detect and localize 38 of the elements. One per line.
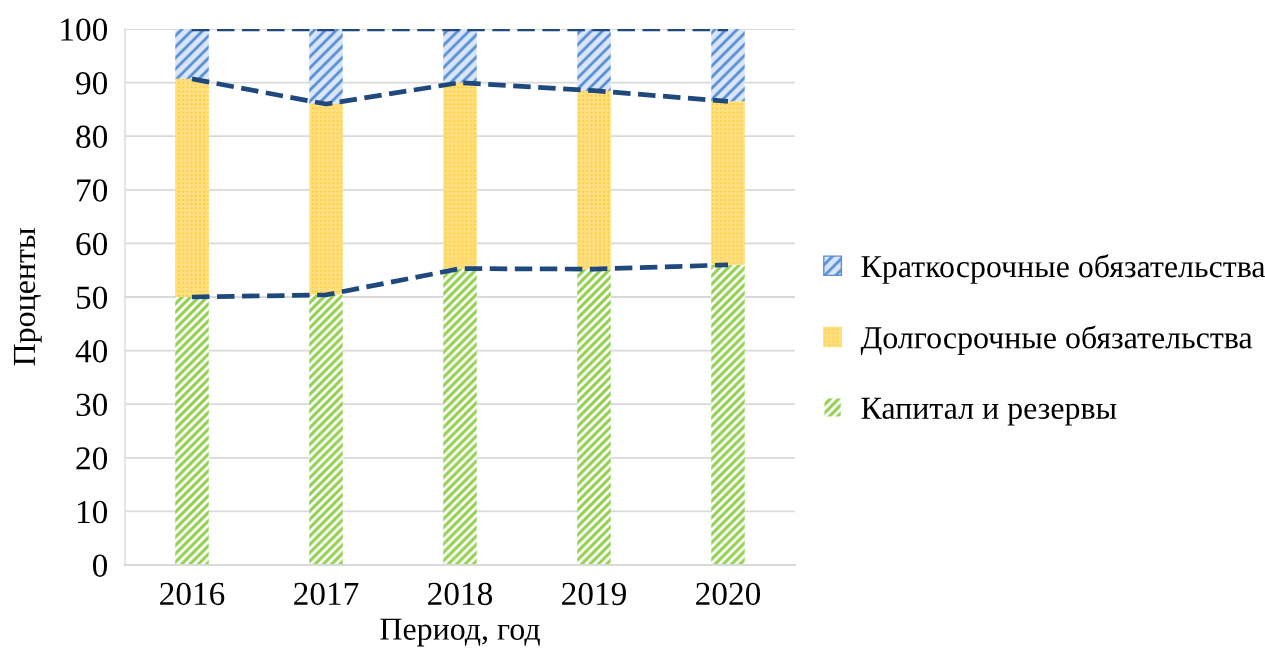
y-tick-label: 50 <box>76 286 108 309</box>
bar <box>175 78 209 297</box>
legend-label: Краткосрочные обязательства <box>861 254 1265 284</box>
bar <box>309 29 343 105</box>
bar <box>711 264 745 565</box>
bar <box>577 29 611 91</box>
x-tick-label: 2019 <box>562 582 626 606</box>
bar <box>577 90 611 270</box>
legend-label: Долгосрочные обязательства <box>860 325 1253 356</box>
bar <box>175 29 209 79</box>
y-axis-title: Проценты <box>13 228 42 366</box>
bar <box>443 29 477 83</box>
line-series <box>189 262 731 300</box>
legend-label: Капитал и резервы <box>861 397 1117 426</box>
y-tick-label: 60 <box>76 232 108 256</box>
y-tick-label: 30 <box>76 393 108 417</box>
bar <box>711 101 745 265</box>
x-tick-label: 2017 <box>294 582 359 606</box>
bar <box>577 269 611 565</box>
bar <box>309 294 343 565</box>
y-tick-label: 100 <box>61 18 108 41</box>
bar <box>711 29 745 102</box>
bar <box>443 82 477 269</box>
y-tick-label: 0 <box>92 554 108 577</box>
y-tick-label: 10 <box>77 500 108 524</box>
bar <box>309 104 343 295</box>
y-tick-label: 70 <box>77 179 108 202</box>
x-tick-label: 2016 <box>160 582 225 606</box>
y-tick-label: 40 <box>75 340 108 363</box>
y-tick-label: 80 <box>76 125 108 149</box>
y-tick-label: 90 <box>76 72 108 95</box>
bar <box>175 297 209 565</box>
y-tick-label: 20 <box>76 447 108 470</box>
x-tick-label: 2018 <box>428 582 493 606</box>
line-series <box>189 76 731 107</box>
x-axis-title: Период, год <box>380 618 540 647</box>
x-tick-label: 2020 <box>696 582 761 606</box>
bar <box>443 268 477 565</box>
